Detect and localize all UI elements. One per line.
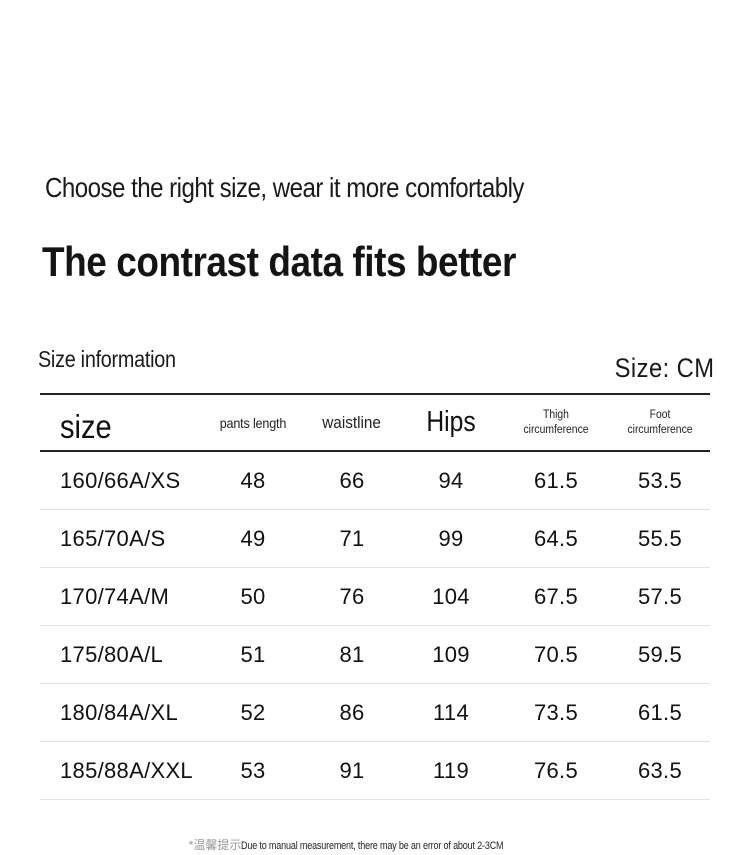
header-foot-cell: Foot circumference <box>610 395 710 450</box>
pants-length-cell: 53 <box>240 757 266 783</box>
foot-cell: 57.5 <box>637 583 683 609</box>
hips-cell: 99 <box>438 525 464 551</box>
table-row: 185/88A/XXL 53 91 119 76.5 63.5 <box>40 742 710 800</box>
note-prefix: *温馨提示 <box>188 838 242 852</box>
section-label: Size information <box>38 346 176 372</box>
pants-length-cell: 48 <box>240 467 266 493</box>
header-thigh-cell: Thigh circumference <box>506 395 606 450</box>
table-row: 160/66A/XS 48 66 94 61.5 53.5 <box>40 452 710 510</box>
foot-cell: 63.5 <box>637 757 683 783</box>
table-row: 170/74A/M 50 76 104 67.5 57.5 <box>40 568 710 626</box>
unit-label: Size: CM <box>615 353 715 383</box>
foot-cell: 53.5 <box>637 467 683 493</box>
page-title: The contrast data fits better <box>42 238 516 285</box>
foot-cell: 55.5 <box>637 525 683 551</box>
pants-length-cell: 51 <box>240 641 266 667</box>
header-waistline-cell: waistline <box>302 395 402 450</box>
size-cell: 165/70A/S <box>60 525 166 551</box>
hips-cell: 119 <box>433 757 469 783</box>
waistline-cell: 71 <box>339 525 365 551</box>
header-foot: Foot circumference <box>615 408 705 438</box>
header-size-cell: size <box>40 395 230 450</box>
hips-cell: 109 <box>432 641 470 667</box>
table-header-rule <box>40 450 710 452</box>
header-thigh-line2: circumference <box>523 423 589 436</box>
pants-length-cell: 52 <box>240 699 266 725</box>
note-text: Due to manual measurement, there may be … <box>241 840 504 852</box>
size-cell: 180/84A/XL <box>60 699 178 725</box>
thigh-cell: 76.5 <box>533 757 579 783</box>
header-waistline: waistline <box>322 412 382 432</box>
foot-cell: 61.5 <box>637 699 683 725</box>
thigh-cell: 70.5 <box>533 641 579 667</box>
header-hips: Hips <box>426 406 476 438</box>
table-row: 165/70A/S 49 71 99 64.5 55.5 <box>40 510 710 568</box>
size-cell: 160/66A/XS <box>60 467 181 493</box>
header-size: size <box>60 407 112 445</box>
pants-length-cell: 49 <box>240 525 266 551</box>
header-foot-line2: circumference <box>627 423 693 436</box>
hips-cell: 114 <box>433 699 469 725</box>
thigh-cell: 64.5 <box>533 525 579 551</box>
header-pants-length-cell: pants length <box>203 395 303 450</box>
pants-length-cell: 50 <box>240 583 266 609</box>
waistline-cell: 81 <box>339 641 365 667</box>
thigh-cell: 73.5 <box>533 699 579 725</box>
subtitle: Choose the right size, wear it more comf… <box>45 172 524 203</box>
hips-cell: 94 <box>438 467 464 493</box>
thigh-cell: 61.5 <box>533 467 579 493</box>
size-table: size pants length waistline Hips Thigh c… <box>40 393 710 800</box>
waistline-cell: 91 <box>339 757 365 783</box>
size-cell: 170/74A/M <box>60 583 170 609</box>
table-row: 175/80A/L 51 81 109 70.5 59.5 <box>40 626 710 684</box>
table-top-rule <box>40 393 710 395</box>
waistline-cell: 76 <box>339 583 365 609</box>
waistline-cell: 86 <box>339 699 365 725</box>
header-thigh-line1: Thigh <box>543 408 569 421</box>
thigh-cell: 67.5 <box>533 583 579 609</box>
foot-cell: 59.5 <box>637 641 683 667</box>
table-header-row: size pants length waistline Hips Thigh c… <box>40 395 710 450</box>
header-hips-cell: Hips <box>401 395 501 450</box>
size-cell: 175/80A/L <box>60 641 164 667</box>
header-thigh: Thigh circumference <box>511 408 601 438</box>
size-cell: 185/88A/XXL <box>60 757 193 783</box>
hips-cell: 104 <box>432 583 470 609</box>
header-foot-line1: Foot <box>649 408 671 421</box>
measurement-note: *温馨提示Due to manual measurement, there ma… <box>0 836 750 853</box>
table-row: 180/84A/XL 52 86 114 73.5 61.5 <box>40 684 710 742</box>
waistline-cell: 66 <box>339 467 365 493</box>
header-pants-length: pants length <box>219 414 287 431</box>
